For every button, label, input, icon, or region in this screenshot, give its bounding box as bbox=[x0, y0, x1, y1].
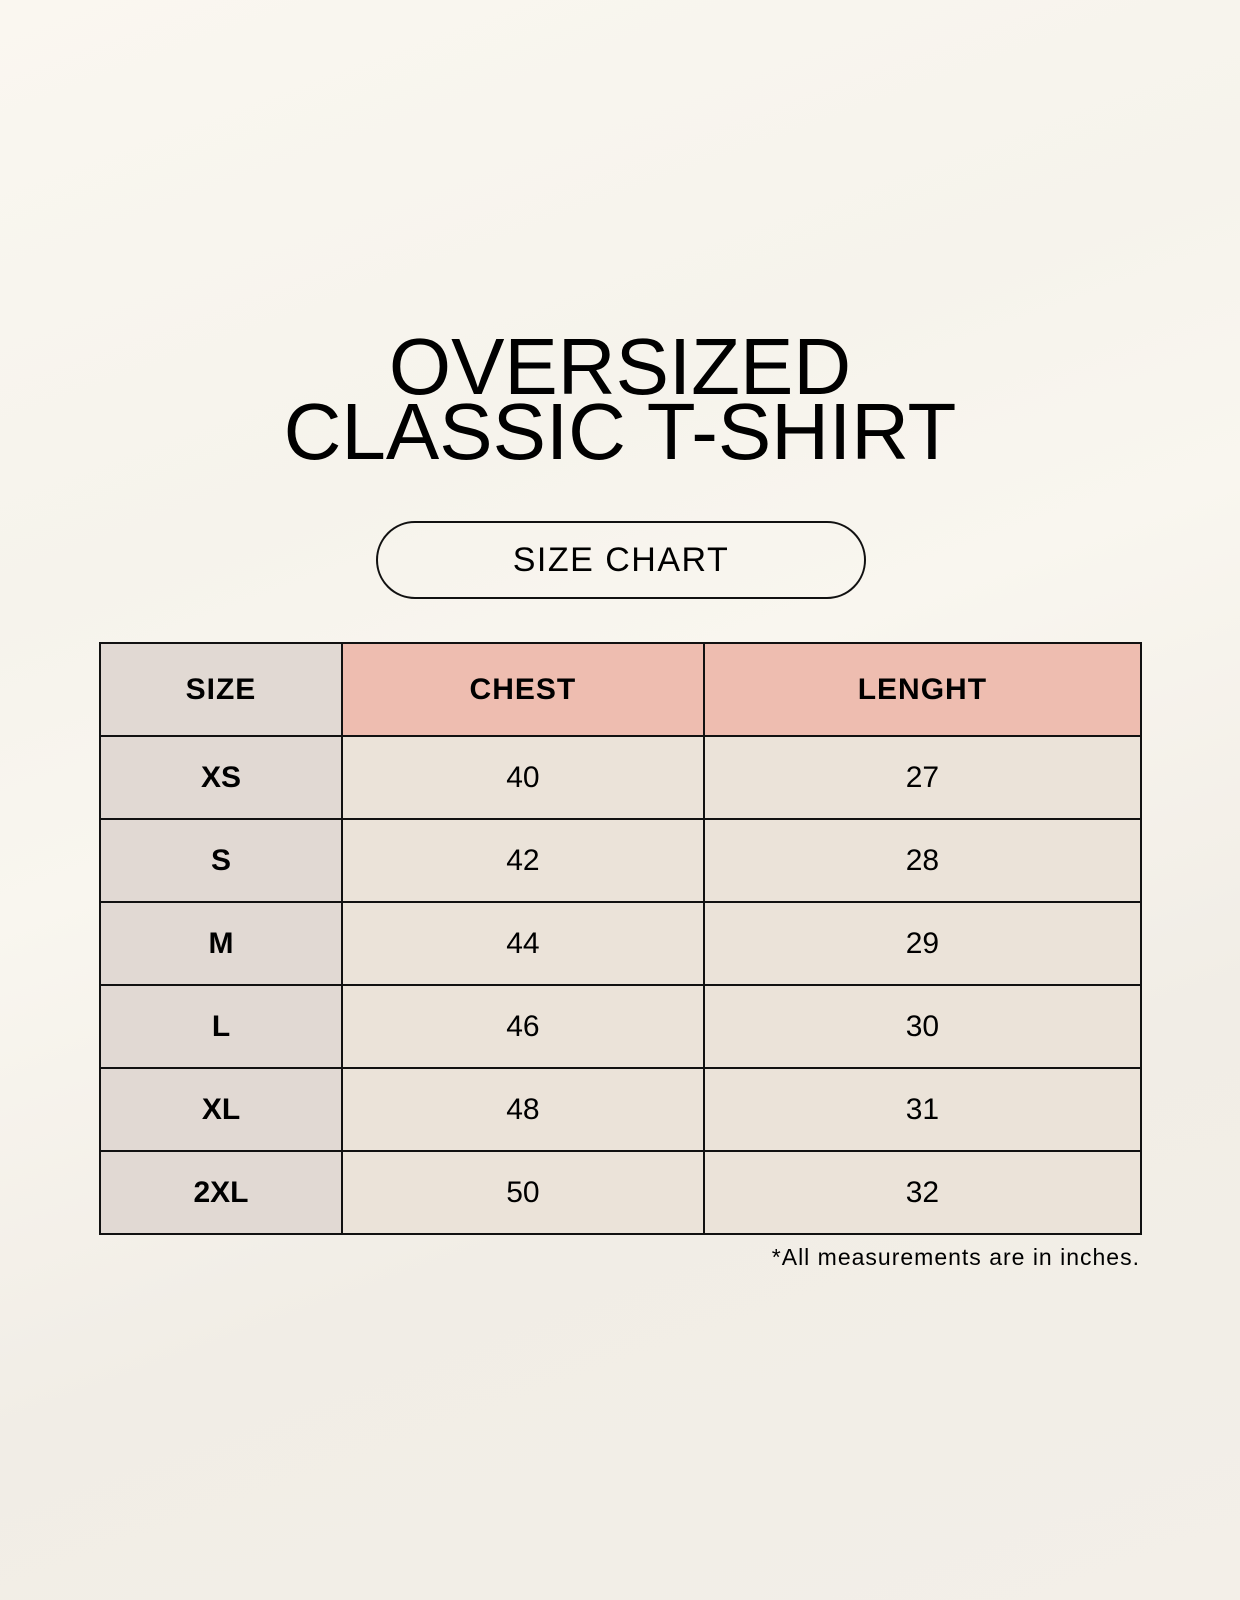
header-length: LENGHT bbox=[702, 642, 1143, 737]
size-cell: L bbox=[99, 984, 343, 1069]
length-cell: 28 bbox=[702, 818, 1143, 903]
length-cell: 27 bbox=[702, 735, 1143, 820]
header-chest: CHEST bbox=[340, 642, 705, 737]
size-cell: M bbox=[99, 901, 343, 986]
chest-cell: 48 bbox=[340, 1067, 705, 1152]
table-row: XL 48 31 bbox=[99, 1067, 1143, 1152]
title-line-1: OVERSIZED bbox=[388, 322, 852, 411]
size-cell: XL bbox=[99, 1067, 343, 1152]
table-row: L 46 30 bbox=[99, 984, 1143, 1069]
page-title: OVERSIZED CLASSIC T-SHIRT bbox=[0, 322, 1240, 476]
footnote: *All measurements are in inches. bbox=[771, 1244, 1140, 1270]
size-table: SIZE CHEST LENGHT XS 40 27 S 42 28 M 44 29 L 46 30 X… bbox=[99, 642, 1143, 1235]
table-row: M 44 29 bbox=[99, 901, 1143, 986]
chest-cell: 42 bbox=[340, 818, 705, 903]
table-row: S 42 28 bbox=[99, 818, 1143, 903]
chest-cell: 44 bbox=[340, 901, 705, 986]
length-cell: 30 bbox=[702, 984, 1143, 1069]
chest-cell: 46 bbox=[340, 984, 705, 1069]
size-chart-badge: SIZE CHART bbox=[376, 521, 866, 599]
table-header-row: SIZE CHEST LENGHT bbox=[99, 642, 1143, 737]
size-cell: XS bbox=[99, 735, 343, 820]
length-cell: 31 bbox=[702, 1067, 1143, 1152]
length-cell: 29 bbox=[702, 901, 1143, 986]
size-cell: 2XL bbox=[99, 1150, 343, 1235]
chest-cell: 50 bbox=[340, 1150, 705, 1235]
length-cell: 32 bbox=[702, 1150, 1143, 1235]
badge-label: SIZE CHART bbox=[512, 540, 730, 579]
chest-cell: 40 bbox=[340, 735, 705, 820]
size-cell: S bbox=[99, 818, 343, 903]
table-row: 2XL 50 32 bbox=[99, 1150, 1143, 1235]
header-size: SIZE bbox=[99, 642, 343, 737]
title-line-2: CLASSIC T-SHIRT bbox=[283, 387, 957, 476]
table-row: XS 40 27 bbox=[99, 735, 1143, 820]
